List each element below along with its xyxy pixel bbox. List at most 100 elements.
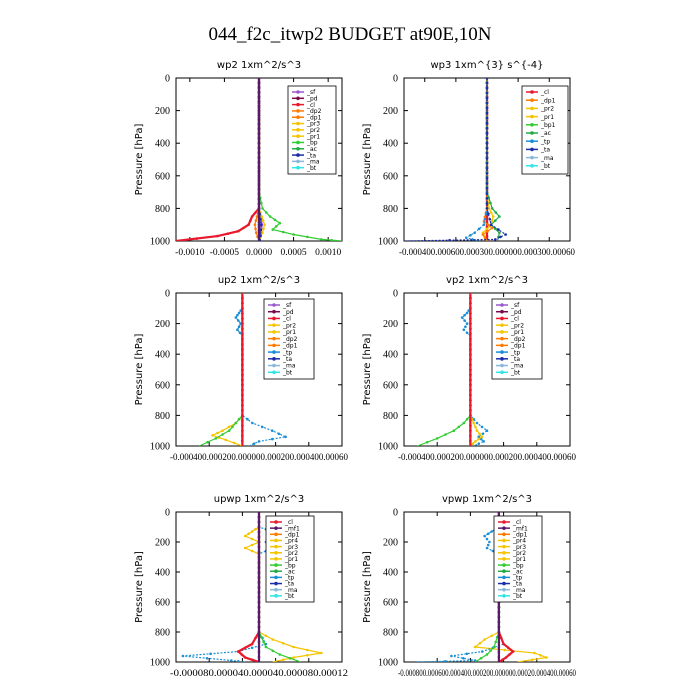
series-point-mf [257, 127, 261, 131]
series-point-ta [488, 218, 492, 221]
series-point-cl [249, 219, 252, 222]
series-point-ta [485, 141, 489, 145]
series-line-tp [182, 512, 282, 662]
x-tick-label: 0.0000 [246, 248, 272, 258]
legend: _cl_mf1_dp1_pr4_pr3_pr2_pr1_bp_ac_tp_ta_… [265, 515, 315, 603]
legend: _sf_pd_cl_pr2_pr1_dp2_dp1_tp_ta_ma_bt [263, 298, 315, 380]
chart-panel-6: vpwp 1xm^2/s^3 Pressure [hPa] 0 200 400 600 80… [362, 494, 576, 679]
series-point-tp [465, 652, 469, 656]
series-point-pr [478, 642, 482, 645]
series-point-ta [499, 235, 502, 239]
legend-marker [502, 581, 506, 586]
legend-marker [500, 303, 504, 307]
series-point-pr [490, 634, 494, 638]
x-tick-labels: -0.000800.000600.000400.000200.000000.00… [398, 669, 576, 679]
legend-label: _pr2 [540, 106, 554, 113]
series-point-mf [257, 104, 261, 108]
series-point-ta [485, 167, 489, 170]
legend-marker [274, 563, 278, 567]
series-point-tp [477, 442, 481, 446]
y-tick-label: 800 [383, 628, 398, 639]
legend-label: _bt [282, 369, 293, 376]
legend-label: _mf1 [284, 525, 300, 532]
series-point-mf [257, 155, 261, 159]
series-point-mf [257, 132, 261, 136]
legend-marker [272, 309, 276, 314]
series-point-cl [469, 434, 472, 438]
legend-label: _pr1 [512, 556, 526, 563]
legend-label: _ma [306, 159, 320, 166]
legend-label: _bp [512, 562, 524, 569]
series-point-ac [494, 227, 497, 231]
legend-marker [274, 587, 278, 592]
series-point-cl [241, 358, 244, 361]
legend-label: _pr3 [512, 544, 526, 551]
legend-label: _tp [512, 575, 522, 582]
series-point-cl [241, 347, 244, 351]
series-point-cl [469, 301, 472, 305]
series-point-bp [292, 233, 295, 236]
chart-title: vp2 1xm^2/s^3 [446, 275, 528, 286]
series-point-ta [485, 151, 489, 155]
legend-marker [502, 569, 506, 574]
series-point-pr [281, 658, 285, 662]
series-point-ta [259, 228, 263, 232]
series-point-mf [257, 235, 261, 238]
chart-panel-5: upwp 1xm^2/s^3 Pressure [hPa] 0 200 400 600 80… [134, 494, 348, 679]
series-point-cl [469, 439, 472, 443]
series-point-mf [497, 640, 501, 644]
series-point-tp [462, 328, 466, 332]
series-point-cl [250, 642, 254, 646]
legend-marker [530, 123, 534, 127]
series-point-mf [257, 550, 261, 554]
x-tick-labels: -0.000400.000600.000300.000000.000300.00… [399, 248, 575, 258]
series-point-ta [485, 78, 489, 80]
series-point-mf [257, 95, 261, 98]
series-point-mf [257, 169, 261, 173]
series-point-ac [490, 207, 494, 210]
chart-title: upwp 1xm^2/s^3 [214, 494, 304, 505]
series-point-tp [481, 650, 484, 653]
legend-marker [272, 316, 276, 321]
series-point-cl [241, 312, 244, 315]
series-point-ta [485, 111, 489, 115]
y-tick-label: 200 [155, 106, 170, 117]
series-point-mf [257, 555, 261, 559]
series-point-mf [257, 595, 261, 599]
series-point-bp [489, 649, 492, 653]
series-point-mf [257, 515, 261, 519]
series-point-tp [484, 212, 488, 216]
y-tick-label: 1000 [150, 442, 170, 453]
series-point-cl [469, 352, 472, 356]
legend-marker [274, 581, 278, 586]
legend-marker [502, 594, 506, 598]
y-tick-label: 1000 [378, 442, 398, 453]
legend-marker [296, 134, 300, 138]
series-point-cl [226, 232, 230, 235]
series-point-ta [485, 177, 489, 180]
series-point-ta [485, 121, 489, 125]
series-point-cl [241, 414, 244, 417]
plot-frame [175, 292, 343, 447]
legend-marker [500, 316, 504, 321]
series-point-pr [474, 440, 477, 443]
series-point-pr [232, 441, 236, 445]
legend-marker [530, 131, 534, 135]
series-point-pr [530, 658, 534, 662]
legend: _sf_pd_cl_pr2_pr1_dp2_dp1_tp_ta_ma_bt [491, 298, 543, 380]
series-point-tp [236, 313, 239, 317]
series-point-mf [257, 620, 261, 624]
series-point-ta [485, 106, 489, 110]
chart-panel-1: wp2 1xm^2/s^3 Pressure [hPa] 0 200 400 600 800… [134, 60, 343, 258]
series-point-ta [485, 101, 489, 105]
legend-label: _mf1 [512, 525, 528, 532]
series-point-mf [257, 188, 261, 192]
series-point-ta [485, 156, 489, 160]
series-point-mf [257, 640, 261, 644]
series-point-tp [481, 432, 485, 436]
series-point-cl [241, 352, 244, 356]
legend-marker [272, 357, 276, 361]
series-point-cl [469, 373, 472, 376]
series-point-pr [320, 651, 323, 655]
series-point-tp [450, 654, 453, 658]
